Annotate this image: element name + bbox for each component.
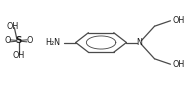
Text: O: O <box>27 36 33 45</box>
Text: N: N <box>137 38 143 47</box>
Text: O: O <box>4 36 10 45</box>
Text: S: S <box>15 36 22 45</box>
Text: OH: OH <box>172 60 185 69</box>
Text: OH: OH <box>7 22 19 31</box>
Text: OH: OH <box>172 16 185 25</box>
Text: OH: OH <box>12 51 25 60</box>
Text: H₂N: H₂N <box>45 38 60 47</box>
